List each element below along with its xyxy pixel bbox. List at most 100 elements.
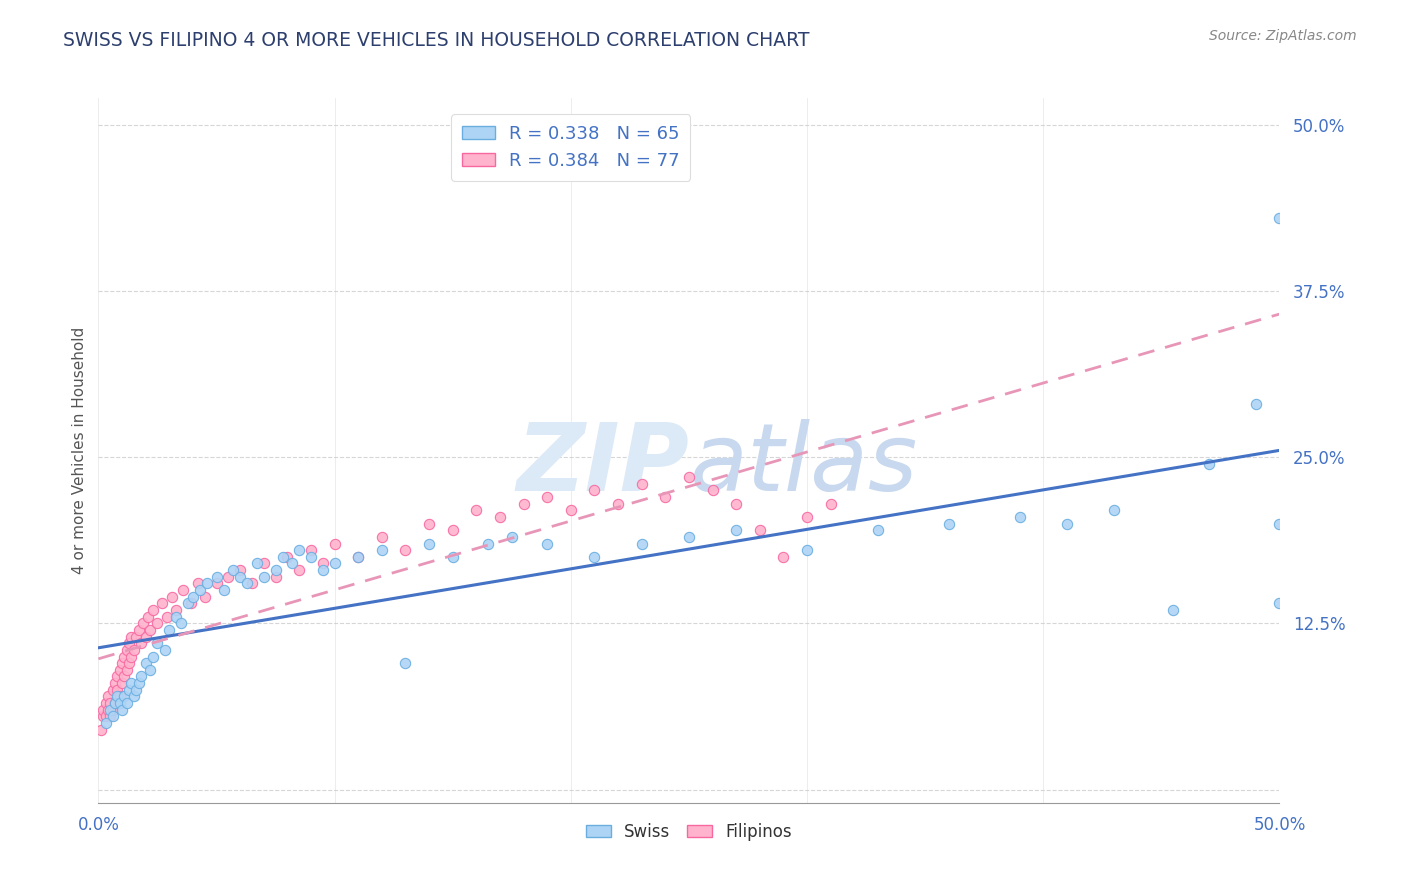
Point: [160, 590, 183, 604]
Point: [94, 716, 117, 731]
Point: [108, 696, 131, 710]
Point: [105, 690, 128, 704]
Point: [121, 676, 143, 690]
Point: [725, 523, 748, 537]
Point: [139, 623, 162, 637]
Point: [115, 663, 138, 677]
Point: [98, 709, 121, 723]
Point: [217, 570, 239, 584]
Point: [560, 503, 582, 517]
Point: [129, 636, 152, 650]
Point: [111, 676, 134, 690]
Point: [146, 616, 169, 631]
Point: [195, 576, 218, 591]
Point: [299, 549, 322, 564]
Point: [115, 643, 138, 657]
Point: [188, 583, 211, 598]
Point: [91, 703, 114, 717]
Point: [121, 630, 143, 644]
Point: [1056, 516, 1078, 531]
Point: [1268, 211, 1291, 225]
Point: [165, 603, 187, 617]
Point: [105, 669, 128, 683]
Point: [702, 483, 724, 498]
Point: [394, 656, 416, 670]
Point: [347, 549, 370, 564]
Text: SWISS VS FILIPINO 4 OR MORE VEHICLES IN HOUSEHOLD CORRELATION CHART: SWISS VS FILIPINO 4 OR MORE VEHICLES IN …: [63, 31, 810, 50]
Point: [153, 643, 176, 657]
Point: [205, 570, 228, 584]
Point: [132, 616, 155, 631]
Point: [135, 656, 157, 670]
Point: [477, 536, 499, 550]
Point: [101, 709, 124, 723]
Point: [139, 663, 162, 677]
Point: [271, 549, 294, 564]
Point: [101, 703, 124, 717]
Point: [108, 690, 131, 704]
Point: [866, 523, 889, 537]
Point: [441, 523, 464, 537]
Point: [128, 623, 150, 637]
Point: [212, 583, 235, 598]
Point: [108, 663, 131, 677]
Point: [748, 523, 770, 537]
Point: [118, 636, 141, 650]
Point: [181, 590, 204, 604]
Point: [205, 576, 228, 591]
Point: [142, 649, 165, 664]
Point: [418, 536, 440, 550]
Point: [97, 690, 120, 704]
Point: [157, 623, 180, 637]
Point: [938, 516, 960, 531]
Point: [418, 516, 440, 531]
Point: [115, 696, 138, 710]
Point: [97, 703, 120, 717]
Point: [796, 510, 818, 524]
Point: [136, 609, 159, 624]
Point: [1198, 457, 1220, 471]
Point: [394, 543, 416, 558]
Point: [312, 557, 335, 571]
Point: [125, 630, 148, 644]
Point: [165, 609, 187, 624]
Point: [194, 590, 217, 604]
Point: [512, 497, 534, 511]
Point: [583, 483, 606, 498]
Point: [583, 549, 606, 564]
Point: [111, 703, 134, 717]
Point: [796, 543, 818, 558]
Point: [772, 549, 794, 564]
Point: [101, 682, 124, 697]
Point: [441, 549, 464, 564]
Point: [630, 476, 652, 491]
Point: [128, 676, 150, 690]
Point: [122, 643, 145, 657]
Point: [125, 682, 148, 697]
Point: [142, 603, 165, 617]
Point: [104, 696, 127, 710]
Point: [607, 497, 630, 511]
Point: [288, 563, 311, 577]
Legend: Swiss, Filipinos: Swiss, Filipinos: [579, 816, 799, 847]
Point: [122, 690, 145, 704]
Point: [678, 530, 700, 544]
Point: [246, 557, 269, 571]
Point: [187, 576, 209, 591]
Point: [150, 596, 173, 610]
Point: [276, 549, 298, 564]
Point: [98, 696, 121, 710]
Point: [105, 682, 128, 697]
Point: [94, 709, 117, 723]
Point: [654, 490, 676, 504]
Point: [180, 596, 202, 610]
Point: [90, 723, 112, 737]
Point: [104, 676, 127, 690]
Point: [222, 563, 245, 577]
Point: [312, 563, 335, 577]
Point: [112, 669, 135, 683]
Point: [112, 690, 135, 704]
Point: [118, 656, 141, 670]
Point: [299, 543, 322, 558]
Point: [264, 563, 287, 577]
